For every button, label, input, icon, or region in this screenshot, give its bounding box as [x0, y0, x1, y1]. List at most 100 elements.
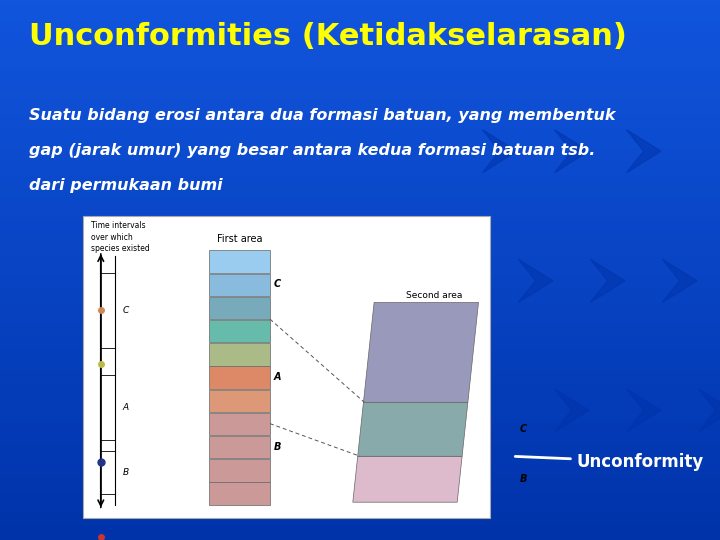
- Bar: [0, 291, 720, 297]
- Bar: [0, 81, 720, 87]
- Bar: [0, 297, 720, 303]
- Polygon shape: [353, 456, 462, 502]
- Bar: [0, 162, 720, 168]
- Bar: [0, 222, 720, 230]
- Bar: [0, 384, 720, 391]
- Bar: [0, 472, 720, 480]
- Bar: [0, 364, 720, 372]
- Polygon shape: [590, 259, 625, 302]
- Bar: [0, 115, 720, 122]
- Bar: [0, 270, 720, 276]
- Bar: [0, 317, 720, 324]
- Text: B: B: [520, 474, 527, 484]
- Bar: [0, 141, 720, 149]
- Polygon shape: [518, 259, 553, 302]
- Bar: [0, 324, 720, 330]
- Text: C: C: [274, 279, 281, 289]
- Bar: [209, 459, 270, 482]
- Bar: [0, 493, 720, 500]
- Bar: [0, 432, 720, 438]
- Bar: [0, 345, 720, 351]
- Bar: [209, 390, 270, 412]
- Bar: [0, 480, 720, 486]
- Bar: [0, 534, 720, 540]
- Bar: [0, 6, 720, 14]
- Bar: [0, 216, 720, 222]
- Bar: [0, 249, 720, 256]
- Bar: [0, 0, 720, 6]
- Polygon shape: [554, 130, 589, 173]
- Bar: [209, 366, 270, 389]
- Bar: [0, 40, 720, 47]
- Bar: [0, 263, 720, 270]
- Bar: [0, 500, 720, 507]
- Bar: [0, 303, 720, 310]
- Text: C: C: [520, 424, 527, 434]
- Text: B: B: [122, 468, 129, 477]
- Bar: [0, 209, 720, 216]
- Bar: [0, 351, 720, 357]
- Bar: [0, 513, 720, 519]
- Bar: [0, 426, 720, 432]
- Bar: [0, 243, 720, 249]
- Bar: [209, 297, 270, 319]
- Bar: [0, 330, 720, 338]
- Bar: [0, 195, 720, 202]
- Text: dari permukaan bumi: dari permukaan bumi: [29, 178, 222, 193]
- Bar: [209, 320, 270, 342]
- Bar: [0, 87, 720, 94]
- Bar: [0, 378, 720, 384]
- Bar: [0, 438, 720, 445]
- Bar: [0, 108, 720, 115]
- Polygon shape: [626, 130, 661, 173]
- Polygon shape: [698, 389, 720, 432]
- Bar: [0, 176, 720, 183]
- Polygon shape: [358, 402, 468, 456]
- Bar: [209, 436, 270, 458]
- Bar: [0, 418, 720, 426]
- Bar: [83, 216, 490, 518]
- Text: Suatu bidang erosi antara dua formasi batuan, yang membentuk: Suatu bidang erosi antara dua formasi ba…: [29, 108, 616, 123]
- Bar: [0, 27, 720, 33]
- Text: B: B: [274, 442, 281, 452]
- Bar: [0, 14, 720, 20]
- Bar: [209, 274, 270, 296]
- Polygon shape: [364, 302, 479, 402]
- Bar: [0, 372, 720, 378]
- Text: A: A: [122, 403, 129, 412]
- Text: A: A: [274, 372, 281, 382]
- Bar: [0, 156, 720, 162]
- Bar: [0, 237, 720, 243]
- Bar: [0, 452, 720, 459]
- Bar: [209, 251, 270, 273]
- Bar: [0, 405, 720, 411]
- Bar: [0, 459, 720, 465]
- Bar: [0, 399, 720, 405]
- Bar: [0, 256, 720, 263]
- Bar: [0, 507, 720, 513]
- Polygon shape: [662, 259, 697, 302]
- Bar: [0, 486, 720, 492]
- Bar: [0, 68, 720, 74]
- Text: gap (jarak umur) yang besar antara kedua formasi batuan tsb.: gap (jarak umur) yang besar antara kedua…: [29, 143, 595, 158]
- Bar: [0, 183, 720, 189]
- Bar: [0, 54, 720, 60]
- Bar: [0, 74, 720, 81]
- Bar: [0, 284, 720, 291]
- Bar: [0, 33, 720, 40]
- Bar: [0, 60, 720, 68]
- Text: First area: First area: [217, 234, 262, 244]
- Bar: [0, 148, 720, 156]
- Bar: [0, 128, 720, 135]
- Polygon shape: [482, 130, 517, 173]
- Bar: [0, 94, 720, 102]
- Bar: [0, 338, 720, 345]
- Bar: [209, 343, 270, 366]
- Bar: [0, 189, 720, 195]
- Bar: [0, 102, 720, 108]
- Bar: [0, 310, 720, 317]
- Bar: [0, 392, 720, 399]
- Text: C: C: [122, 306, 129, 315]
- Bar: [0, 465, 720, 472]
- Text: Unconformity: Unconformity: [516, 453, 703, 471]
